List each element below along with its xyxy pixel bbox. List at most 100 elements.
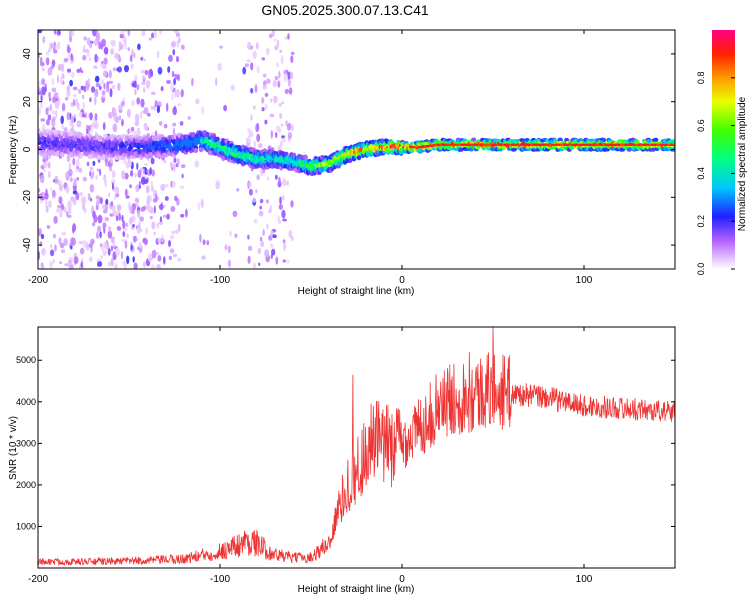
heatmap-cell <box>156 105 160 114</box>
heatmap-cell <box>261 57 266 61</box>
heatmap-cell <box>266 78 271 84</box>
heatmap-cell <box>38 136 42 142</box>
heatmap-cell <box>79 192 84 197</box>
heatmap-cell <box>132 206 135 215</box>
heatmap-cell <box>99 197 104 205</box>
heatmap-cell <box>132 256 135 263</box>
heatmap-cell <box>101 243 104 252</box>
heatmap-cell <box>278 176 281 185</box>
heatmap-cell <box>67 206 72 215</box>
x-tick-label: -100 <box>210 574 230 585</box>
heatmap-cell <box>55 109 58 119</box>
heatmap-cell <box>137 246 140 251</box>
heatmap-cell <box>232 210 238 217</box>
heatmap-cell <box>89 184 95 193</box>
heatmap-cell <box>80 69 84 74</box>
heatmap-cell <box>92 160 96 166</box>
heatmap-cell <box>70 245 73 250</box>
heatmap-cell <box>138 242 142 249</box>
heatmap-cell <box>234 233 238 238</box>
heatmap-cell <box>112 123 118 133</box>
heatmap-cell <box>66 89 71 98</box>
heatmap-cell <box>191 132 196 138</box>
heatmap-cell <box>135 113 140 123</box>
heatmap-cell <box>75 98 78 107</box>
heatmap-cell <box>171 230 176 234</box>
heatmap-cell <box>95 33 101 42</box>
heatmap-cell <box>63 206 67 213</box>
heatmap-cell <box>97 261 103 267</box>
heatmap-cell <box>150 106 154 110</box>
snr-x-ticks: -200 -100 0 100 <box>28 327 593 585</box>
heatmap-cell <box>153 205 156 214</box>
heatmap-cell <box>66 111 70 121</box>
snr-series-line <box>38 327 675 567</box>
heatmap-cell <box>142 87 146 93</box>
heatmap-cell <box>288 87 293 95</box>
heatmap-cell <box>70 53 73 60</box>
heatmap-cell <box>98 135 103 141</box>
heatmap-cell <box>159 30 162 35</box>
heatmap-cell <box>261 107 265 112</box>
heatmap-cell <box>42 160 48 169</box>
heatmap-cell <box>42 35 46 44</box>
heatmap-cell <box>185 208 188 218</box>
heatmap-cell <box>48 97 52 102</box>
heatmap-cell <box>129 54 133 63</box>
heatmap-cell <box>262 229 265 237</box>
snr-frame <box>37 326 676 569</box>
heatmap-cell <box>70 237 75 246</box>
heatmap-cell <box>69 79 73 87</box>
heatmap-cell <box>122 220 126 229</box>
heatmap-cell <box>286 259 290 264</box>
heatmap-cell <box>76 68 81 73</box>
heatmap-cell <box>46 51 49 56</box>
colorbar-tick-label: 0.8 <box>696 72 706 85</box>
heatmap-cell <box>290 200 294 208</box>
heatmap-cell <box>40 233 45 240</box>
heatmap-cell <box>252 105 256 110</box>
heatmap-cell <box>285 69 289 74</box>
heatmap-cell <box>177 157 180 167</box>
heatmap-cell <box>153 104 156 111</box>
heatmap-cell <box>172 180 176 188</box>
heatmap-cell <box>122 159 127 165</box>
heatmap-cell <box>278 128 282 133</box>
heatmap-cell <box>173 78 176 86</box>
heatmap-cell <box>111 182 114 190</box>
heatmap-cell <box>52 189 56 198</box>
y-tick-label: 40 <box>22 48 33 60</box>
heatmap-cell <box>134 173 137 178</box>
heatmap-cell <box>264 119 268 125</box>
heatmap-cell <box>266 47 270 56</box>
heatmap-cell <box>51 127 56 131</box>
heatmap-cell <box>279 49 283 53</box>
heatmap-cell <box>104 178 107 188</box>
heatmap-cell <box>38 30 43 34</box>
heatmap-cell <box>270 129 273 139</box>
heatmap-cell <box>94 121 99 130</box>
heatmap-cell <box>141 81 146 86</box>
heatmap-cell <box>136 84 140 91</box>
heatmap-cell <box>197 202 200 211</box>
heatmap-cell <box>287 78 292 87</box>
heatmap-cell <box>40 195 45 201</box>
heatmap-cell <box>92 118 95 127</box>
heatmap-cell <box>45 107 49 116</box>
heatmap-cell <box>168 54 173 63</box>
heatmap-cell <box>269 113 275 118</box>
heatmap-cell <box>287 71 291 81</box>
heatmap-cell <box>290 55 294 64</box>
heatmap-cell <box>59 242 65 249</box>
heatmap-cell <box>136 225 141 235</box>
heatmap-cell <box>195 98 200 105</box>
heatmap-cell <box>118 41 122 47</box>
heatmap-cell <box>52 233 57 239</box>
heatmap-cell <box>126 255 130 265</box>
heatmap-cell <box>81 113 86 118</box>
heatmap-cell <box>159 121 163 126</box>
heatmap-cell <box>512 147 517 152</box>
heatmap-cell <box>41 248 46 256</box>
heatmap-cell <box>144 69 149 76</box>
